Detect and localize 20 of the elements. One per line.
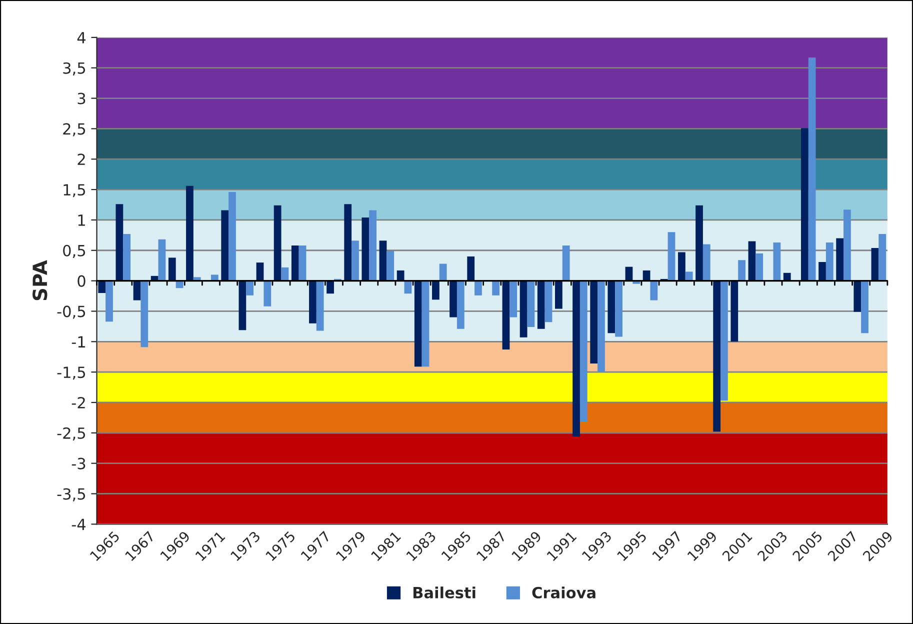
y-tick-label: -3 bbox=[72, 458, 86, 470]
y-tick-label: -4 bbox=[72, 518, 86, 530]
y-axis-title: SPA bbox=[32, 260, 48, 300]
y-tick-label: 2 bbox=[78, 154, 85, 165]
y-tick-label: 1 bbox=[78, 214, 85, 226]
y-tick-label: 2,5 bbox=[63, 123, 86, 136]
y-tick-label: -0,5 bbox=[57, 306, 86, 319]
y-tick-label: -3,5 bbox=[57, 488, 86, 502]
y-tick-label: 4 bbox=[77, 32, 86, 44]
y-tick-label: 3,5 bbox=[63, 62, 86, 76]
y-tick-label: -1 bbox=[72, 336, 85, 348]
legend-label: Craiova bbox=[532, 586, 596, 598]
y-tick-label: -1,5 bbox=[57, 366, 86, 380]
y-tick-label: -2 bbox=[72, 396, 85, 408]
legend-label: Bailesti bbox=[413, 586, 476, 598]
y-tick-label: 0,5 bbox=[63, 244, 86, 258]
y-tick-label: 0 bbox=[78, 275, 86, 287]
y-tick-label: -2,5 bbox=[57, 427, 86, 440]
y-tick-label: 3 bbox=[78, 92, 86, 104]
y-tick-label: 1,5 bbox=[64, 184, 86, 198]
